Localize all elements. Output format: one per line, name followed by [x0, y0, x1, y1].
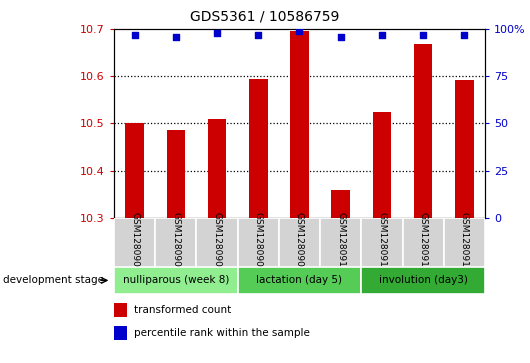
Text: lactation (day 5): lactation (day 5) — [257, 276, 342, 285]
Point — [460, 32, 469, 38]
Bar — [114, 303, 127, 318]
Point — [337, 34, 345, 40]
Bar — [208, 119, 226, 218]
Text: GSM1280905: GSM1280905 — [130, 212, 139, 273]
Point — [213, 30, 221, 36]
Bar — [331, 191, 350, 218]
Text: GSM1280912: GSM1280912 — [419, 212, 428, 273]
Point — [295, 28, 304, 34]
Bar — [125, 123, 144, 218]
Bar — [361, 267, 485, 294]
Text: GSM1280909: GSM1280909 — [295, 212, 304, 273]
Text: transformed count: transformed count — [135, 305, 232, 315]
Text: GSM1280911: GSM1280911 — [377, 212, 386, 273]
Bar — [444, 218, 485, 267]
Bar — [279, 218, 320, 267]
Bar — [361, 218, 402, 267]
Bar — [166, 131, 185, 218]
Point — [419, 32, 427, 38]
Bar — [320, 218, 361, 267]
Text: GDS5361 / 10586759: GDS5361 / 10586759 — [190, 9, 340, 23]
Bar — [249, 78, 268, 218]
Bar — [197, 218, 237, 267]
Bar — [114, 326, 127, 340]
Bar — [402, 218, 444, 267]
Text: GSM1280907: GSM1280907 — [213, 212, 222, 273]
Point — [378, 32, 386, 38]
Bar — [290, 31, 309, 218]
Point — [130, 32, 139, 38]
Text: involution (day3): involution (day3) — [378, 276, 467, 285]
Bar — [455, 79, 474, 218]
Bar — [237, 267, 361, 294]
Text: development stage: development stage — [3, 276, 104, 285]
Bar — [414, 44, 432, 218]
Bar — [155, 218, 197, 267]
Point — [172, 34, 180, 40]
Text: GSM1280908: GSM1280908 — [254, 212, 263, 273]
Point — [254, 32, 262, 38]
Text: GSM1280906: GSM1280906 — [171, 212, 180, 273]
Bar — [114, 218, 155, 267]
Bar — [373, 111, 391, 218]
Text: GSM1280910: GSM1280910 — [336, 212, 345, 273]
Bar — [237, 218, 279, 267]
Text: GSM1280913: GSM1280913 — [460, 212, 469, 273]
Text: nulliparous (week 8): nulliparous (week 8) — [122, 276, 229, 285]
Bar — [114, 267, 237, 294]
Text: percentile rank within the sample: percentile rank within the sample — [135, 328, 310, 338]
